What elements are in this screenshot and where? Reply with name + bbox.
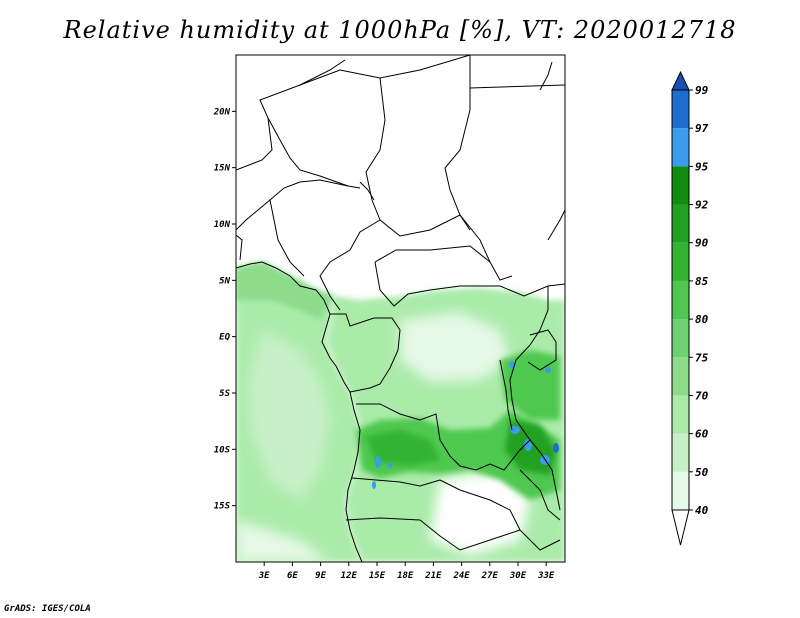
humidity-field-moist-core [366,430,440,466]
humidity-field-coast [236,262,334,320]
border [345,517,521,551]
colorbar-label: 80 [695,313,709,326]
lon-tick-label: 33E [537,571,555,581]
colorbar-segment [672,319,689,358]
lon-tick-label: 9E [315,571,326,581]
coastline [236,261,363,562]
colorbar-label: 97 [695,122,709,135]
colorbar-segment [672,280,689,320]
colorbar-arrow-high [671,70,690,91]
lon-tick-label: 21E [424,571,442,581]
colorbar-label: 75 [695,351,709,364]
colorbar-label: 70 [695,389,709,402]
colorbar-segment [672,128,689,167]
colorbar-label: 95 [695,160,709,173]
border [236,234,243,261]
colorbar-label: 40 [695,504,709,517]
border [547,209,565,241]
border [356,403,531,471]
border [269,199,305,277]
lat-tick-label: 10S [214,445,231,455]
lat-tick-label: 5S [219,389,230,399]
lat-tick-label: EQ [219,333,230,343]
border [319,219,381,311]
colorbar-segment [672,433,689,472]
colorbar-segment [672,395,689,434]
credit-label: GrADS: IGES/COLA [4,604,91,614]
lat-tick-label: 20N [213,107,231,117]
lon-tick-label: 27E [481,571,499,581]
colorbar-segment [672,204,689,243]
colorbar-label: 85 [695,275,709,288]
colorbar-segment [672,166,689,205]
border [374,245,491,263]
colorbar-label: 90 [695,237,709,250]
colorbar-label: 60 [695,428,709,441]
humidity-field-east-moist [500,350,560,420]
border [330,313,401,393]
border [469,84,565,89]
border [374,261,565,307]
lon-tick-label: 12E [341,571,358,581]
humidity-patch-saturated [545,367,551,373]
border [527,329,557,371]
latitude-axis: 20N 15N 10N 5N EQ 5S 10S 15S [213,107,236,512]
humidity-patch-saturated [372,481,376,489]
colorbar: 40 50 60 70 75 80 85 90 92 95 97 99 [671,70,709,546]
chart-title: Relative humidity at 1000hPa [%], VT: 20… [63,16,737,44]
humidity-field-south-dry [430,470,530,555]
colorbar-outline [671,89,690,511]
lat-tick-label: 5N [219,276,230,286]
humidity-patch-saturated [388,462,392,468]
border [236,179,349,231]
humidity-field-basin-dry [400,312,510,382]
border [236,59,346,171]
lon-tick-label: 24E [452,571,470,581]
humidity-patch-saturated [524,439,532,451]
humidity-field-ocean-light [248,330,330,500]
humidity-patch-saturated [375,456,381,468]
lat-tick-label: 10N [214,220,231,230]
colorbar-arrow-low [671,509,690,546]
humidity-shading [236,262,565,562]
border [439,479,561,551]
lat-tick-label: 15S [214,502,231,512]
lon-tick-label: 6E [287,571,298,581]
colorbar-label: 92 [695,199,709,212]
humidity-patch-saturated [510,426,520,434]
border [499,359,513,431]
longitude-axis: 3E 6E 9E 12E 15E 18E 21E 24E 27E 30E 33E [258,562,555,581]
humidity-field-sw-dry [236,520,330,562]
border [529,286,549,346]
humidity-patch-saturated [553,443,559,453]
lon-tick-label: 18E [397,571,414,581]
lon-tick-label: 3E [258,571,270,581]
colorbar-label: 50 [695,466,709,479]
colorbar-label: 99 [695,84,709,97]
colorbar-segment [672,357,689,396]
map-frame [235,54,566,563]
border [519,469,561,521]
border [351,477,441,487]
border [359,181,375,201]
lon-tick-label: 15E [369,571,386,581]
border [509,344,561,511]
border [365,77,386,221]
colorbar-segment [672,471,689,510]
border [539,61,553,91]
border [379,214,513,281]
colorbar-segment [672,242,689,281]
lon-tick-label: 30E [509,571,527,581]
colorbar-segment [672,90,689,129]
country-borders [236,55,565,562]
lat-tick-label: 15N [214,164,231,174]
